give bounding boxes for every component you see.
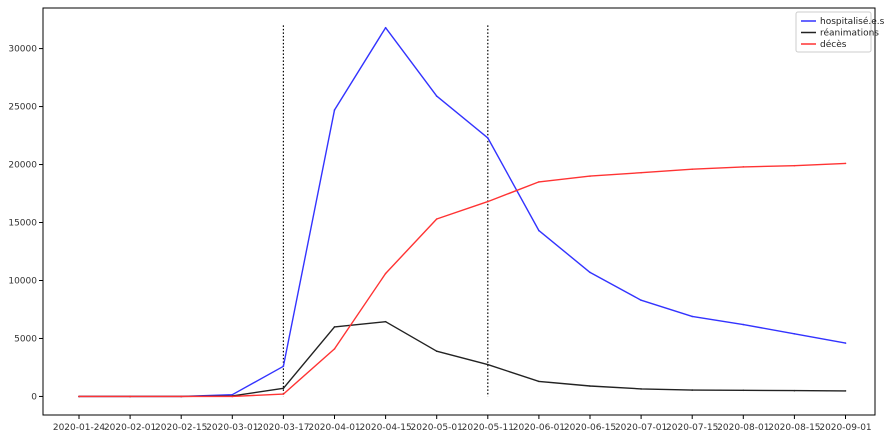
data-point [691, 315, 693, 318]
data-point [844, 342, 847, 344]
x-tick-label: 2020-06-15 [564, 423, 616, 433]
legend-box [795, 11, 872, 53]
data-point [231, 393, 234, 396]
data-point [282, 365, 285, 368]
data-point [793, 164, 796, 167]
data-point [78, 395, 80, 398]
data-point [333, 109, 336, 111]
legend-label: hospitalisé.e.s [820, 16, 885, 27]
data-point [384, 320, 387, 323]
series-group [78, 26, 847, 398]
x-tick-label: 2020-05-11 [462, 423, 514, 433]
data-point [589, 271, 591, 274]
x-tick-label: 2020-08-15 [768, 423, 820, 433]
series-line-2 [79, 162, 846, 398]
x-tick-label: 2020-04-01 [308, 423, 360, 433]
x-tick-label: 2020-03-01 [206, 423, 258, 433]
data-point [742, 166, 745, 168]
data-point [793, 389, 796, 392]
vertical-markers [282, 25, 489, 397]
x-tick-label: 2020-07-01 [615, 423, 667, 433]
data-point [640, 171, 642, 174]
data-point [282, 393, 285, 395]
y-tick-label: 20000 [8, 161, 37, 171]
data-point [129, 395, 131, 398]
x-tick-label: 2020-03-17 [257, 423, 309, 433]
x-tick-label: 2020-07-15 [666, 423, 718, 433]
y-tick-label: 0 [31, 392, 37, 402]
data-point [844, 390, 847, 392]
x-tick-label: 2020-02-01 [104, 423, 156, 433]
data-point [435, 218, 438, 220]
data-point [640, 299, 642, 302]
data-point [333, 326, 336, 328]
data-point [742, 389, 745, 392]
data-point [538, 380, 540, 383]
y-tick-label: 25000 [8, 103, 37, 113]
x-tick-label: 2020-05-01 [411, 423, 463, 433]
data-point [487, 137, 489, 139]
data-point [384, 272, 387, 275]
data-point [589, 385, 591, 387]
y-axis: 0 5000 10000 15000 20000 25000 30000 [8, 45, 43, 402]
data-point [538, 181, 540, 183]
data-point [231, 395, 234, 398]
data-point [742, 323, 745, 326]
legend-label: réanimations [820, 28, 879, 39]
data-point [691, 389, 693, 391]
data-point [640, 388, 642, 390]
y-tick-label: 10000 [8, 276, 37, 286]
x-tick-label: 2020-02-15 [155, 423, 207, 433]
data-point [487, 363, 489, 366]
data-point [384, 26, 387, 29]
data-point [435, 350, 438, 353]
y-tick-label: 5000 [14, 334, 37, 344]
y-tick-label: 15000 [8, 219, 37, 229]
x-tick-label: 2020-08-01 [717, 423, 769, 433]
data-point [282, 387, 285, 390]
data-point [435, 95, 438, 97]
legend-label: décès [820, 39, 847, 50]
x-tick-label: 2020-09-01 [819, 423, 871, 433]
data-point [538, 229, 540, 232]
x-tick-label: 2020-01-24 [53, 423, 106, 433]
data-point [180, 395, 182, 398]
data-point [333, 348, 336, 350]
data-point [589, 175, 591, 177]
data-point [793, 333, 796, 335]
data-point [844, 162, 847, 165]
data-point [487, 200, 489, 203]
x-axis: 2020-01-242020-02-012020-02-152020-03-01… [53, 415, 872, 433]
x-tick-label: 2020-04-15 [359, 423, 411, 433]
x-tick-label: 2020-06-01 [513, 423, 565, 433]
y-tick-label: 30000 [8, 45, 37, 55]
data-point [691, 168, 693, 170]
